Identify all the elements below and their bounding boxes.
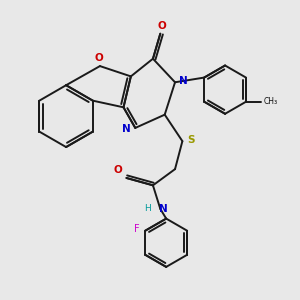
Text: O: O [94,52,103,62]
Text: F: F [134,224,140,234]
Text: S: S [187,135,194,145]
Text: N: N [159,204,168,214]
Text: CH₃: CH₃ [264,97,278,106]
Text: N: N [179,76,188,86]
Text: N: N [122,124,131,134]
Text: H: H [144,204,151,213]
Text: O: O [113,165,122,175]
Text: O: O [158,21,166,31]
